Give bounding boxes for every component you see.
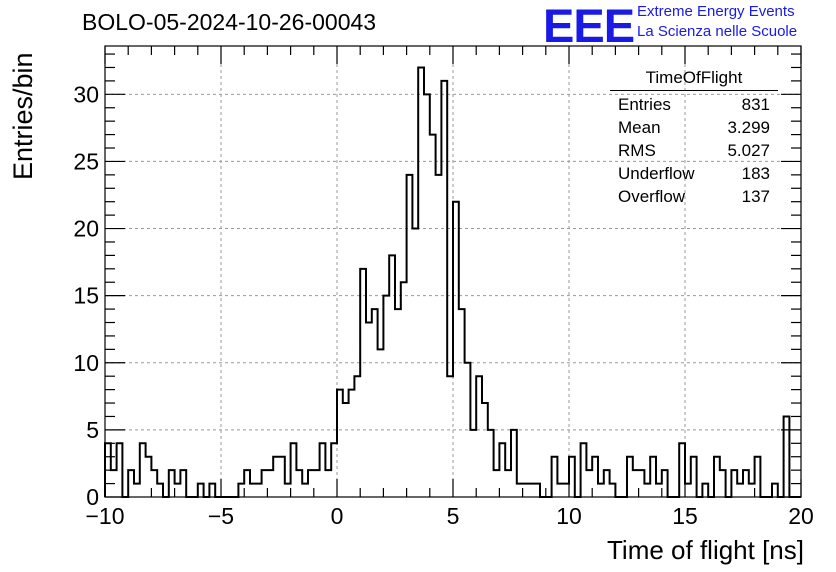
y-tick-label: 30 [73,81,99,107]
stats-box: TimeOfFlight Entries 831 Mean 3.299 RMS … [610,68,778,208]
stats-label: Underflow [618,164,695,183]
x-tick-label: −5 [208,503,234,529]
stats-row-mean: Mean 3.299 [610,116,778,139]
stats-value: 3.299 [727,118,770,137]
x-tick-label: 0 [331,503,344,529]
stats-value: 183 [741,164,770,183]
x-axis-label: Time of flight [ns] [607,535,804,565]
stats-row-overflow: Overflow 137 [610,185,778,208]
x-tick-label: 20 [788,503,814,529]
stats-value: 5.027 [727,141,770,160]
stats-value: 137 [741,187,770,206]
tick-labels: −10 −5 0 5 10 15 20 0 5 10 15 20 25 30 [73,81,813,529]
stats-label: Mean [618,118,661,137]
x-tick-label: 5 [447,503,460,529]
x-tick-label: 15 [672,503,698,529]
stats-row-entries: Entries 831 [610,93,778,116]
stats-label: Overflow [618,187,686,206]
y-axis-label: Entries/bin [8,52,38,180]
stats-label: RMS [618,141,656,160]
brand-line-2: La Scienza nelle Scuole [637,23,798,40]
stats-row-rms: RMS 5.027 [610,139,778,162]
y-tick-label: 15 [73,283,99,309]
y-tick-label: 0 [86,484,99,510]
y-tick-label: 25 [73,148,99,174]
stats-label: Entries [618,95,671,114]
x-tick-label: −10 [85,503,124,529]
x-tick-label: 10 [556,503,582,529]
eee-logo: EEE [543,0,635,52]
chart-title: BOLO-05-2024-10-26-00043 [82,9,377,35]
brand-line-1: Extreme Energy Events [637,3,795,20]
stats-title: TimeOfFlight [610,68,778,91]
axis-ticks [104,46,802,498]
stats-row-underflow: Underflow 183 [610,162,778,185]
stats-value: 831 [741,95,770,114]
y-tick-label: 10 [73,350,99,376]
y-tick-label: 5 [86,417,99,443]
y-tick-label: 20 [73,216,99,242]
